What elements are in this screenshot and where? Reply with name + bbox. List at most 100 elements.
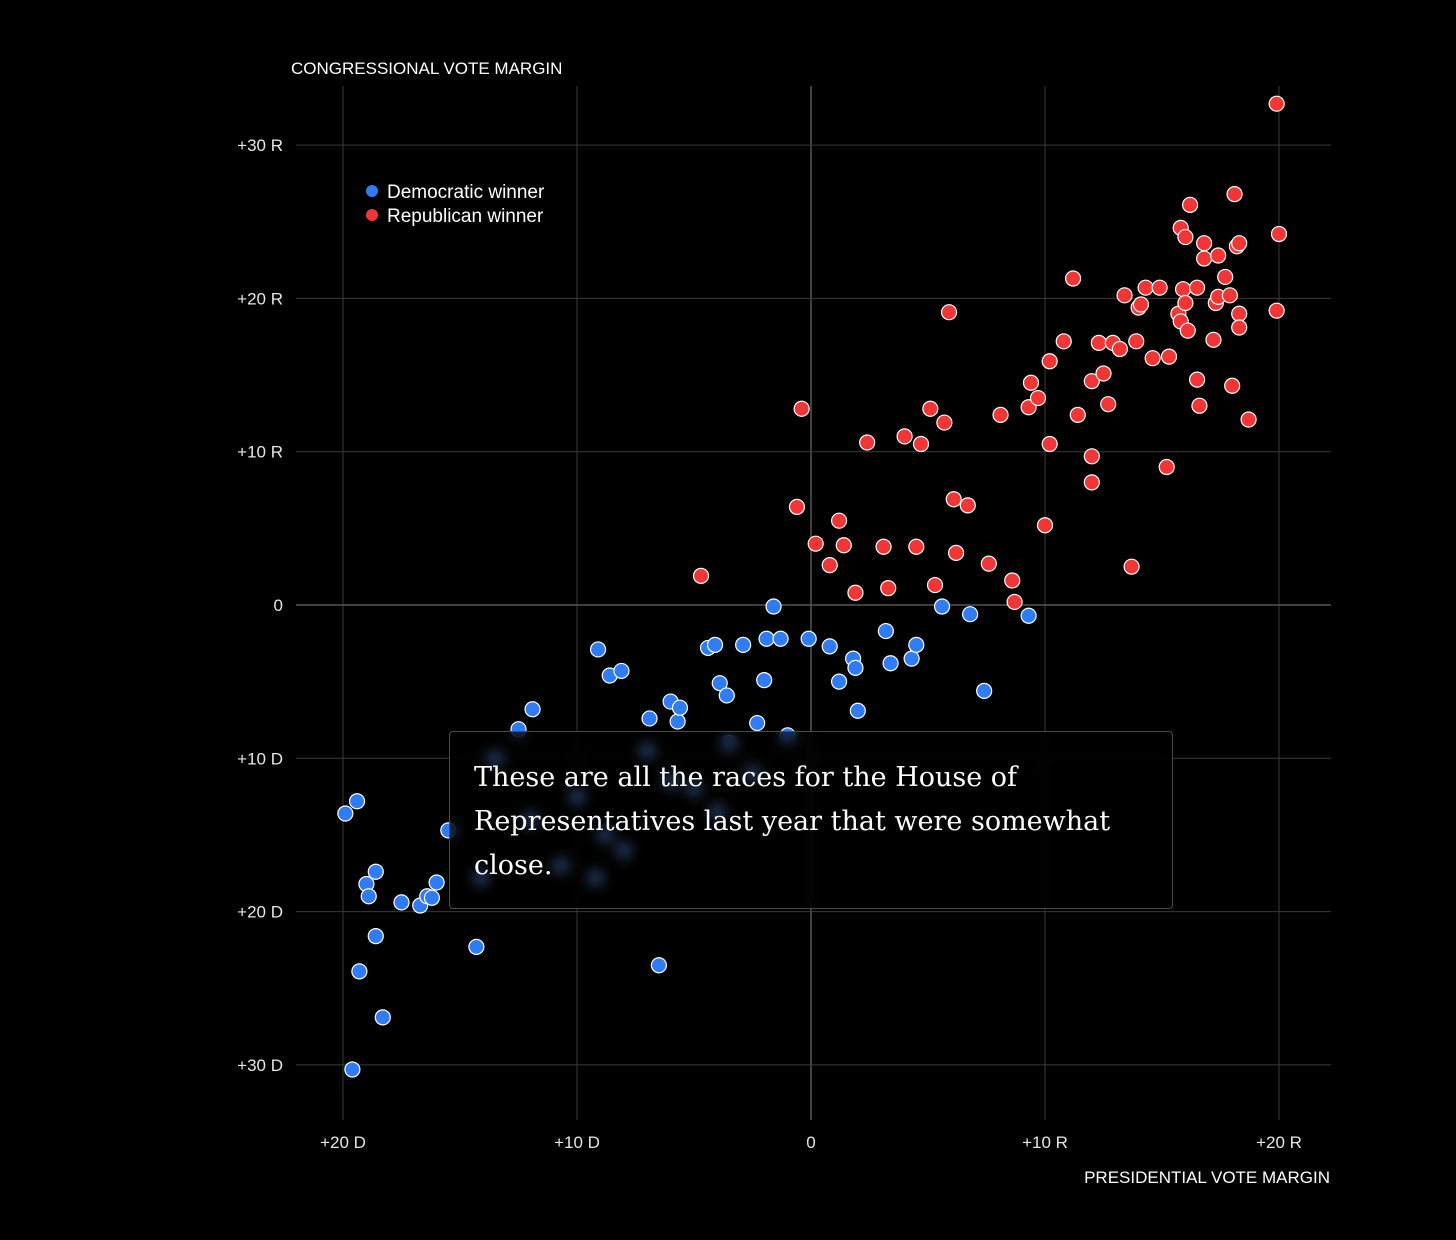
republican-point xyxy=(1188,279,1206,296)
democratic-point xyxy=(337,805,354,822)
republican-point xyxy=(1151,279,1168,296)
republican-point xyxy=(945,491,962,508)
republican-point xyxy=(896,428,913,445)
republican-point xyxy=(1231,305,1248,322)
republican-point xyxy=(908,538,925,555)
x-axis-ticks: +20 D +10 D 0 +10 R +20 R xyxy=(320,1133,1302,1152)
republican-point xyxy=(1083,474,1100,491)
republican-point xyxy=(1069,406,1086,424)
republican-point xyxy=(1226,186,1243,203)
republican-point xyxy=(1268,302,1285,319)
democratic-point xyxy=(908,636,925,653)
republican-point xyxy=(1179,322,1196,339)
democratic-point xyxy=(962,606,979,623)
y-axis-title: CONGRESSIONAL VOTE MARGIN xyxy=(291,59,562,78)
democratic-point xyxy=(360,888,377,905)
data-points xyxy=(337,95,1288,1078)
x-tick-label: +20 R xyxy=(1256,1133,1302,1152)
republican-point xyxy=(1111,340,1128,358)
y-tick-label: 0 xyxy=(274,596,283,615)
republican-point xyxy=(1188,371,1206,388)
republican-point xyxy=(947,544,965,561)
democratic-point xyxy=(882,655,899,672)
republican-point xyxy=(1217,268,1234,286)
legend: Democratic winner Republican winner xyxy=(366,182,545,227)
democratic-point xyxy=(393,894,410,911)
republican-point xyxy=(1177,228,1194,246)
republican-point xyxy=(1205,331,1222,348)
democratic-point xyxy=(671,699,689,716)
democratic-point xyxy=(772,630,789,647)
republican-point xyxy=(1128,333,1145,350)
republican-point xyxy=(788,498,806,515)
republican-point xyxy=(1221,287,1238,304)
republican-point xyxy=(1083,373,1100,390)
legend-label-democratic: Democratic winner xyxy=(387,182,545,203)
republican-point xyxy=(959,497,976,514)
democratic-point xyxy=(765,598,782,615)
republican-point xyxy=(1160,348,1178,365)
legend-dot-republican xyxy=(366,209,378,221)
democratic-point xyxy=(344,1061,361,1078)
democratic-point xyxy=(374,1009,391,1026)
republican-point xyxy=(1006,593,1023,611)
democratic-point xyxy=(800,630,817,647)
y-tick-label: +20 D xyxy=(237,903,283,922)
democratic-point xyxy=(669,713,686,730)
republican-point xyxy=(1158,458,1175,476)
republican-point xyxy=(1268,95,1285,112)
democratic-point xyxy=(650,957,668,974)
republican-point xyxy=(1100,396,1117,413)
democratic-point xyxy=(735,636,752,653)
democratic-point xyxy=(524,701,541,718)
y-tick-label: +20 R xyxy=(237,289,283,308)
x-tick-label: +10 D xyxy=(554,1133,600,1152)
republican-point xyxy=(807,535,824,552)
republican-point xyxy=(922,400,939,417)
democratic-point xyxy=(589,641,607,658)
democratic-point xyxy=(718,687,735,704)
republican-point xyxy=(1029,389,1047,407)
democratic-point xyxy=(351,963,368,980)
republican-point xyxy=(1231,319,1248,336)
republican-point xyxy=(1123,558,1140,575)
republican-point xyxy=(1174,281,1192,298)
republican-point xyxy=(1270,225,1288,243)
republican-point xyxy=(1041,435,1058,453)
democratic-point xyxy=(348,793,366,810)
democratic-point xyxy=(903,650,920,667)
democratic-point xyxy=(756,672,773,689)
x-tick-label: +20 D xyxy=(320,1133,366,1152)
republican-point xyxy=(1177,294,1194,312)
republican-point xyxy=(1191,397,1208,414)
republican-point xyxy=(980,555,997,572)
republican-point xyxy=(1144,350,1161,367)
republican-point xyxy=(992,406,1009,424)
republican-point xyxy=(1137,279,1154,296)
x-tick-label: 0 xyxy=(806,1133,815,1152)
republican-point xyxy=(1041,353,1058,370)
democratic-point xyxy=(830,673,848,690)
grid xyxy=(296,86,1331,1120)
republican-point xyxy=(830,512,848,529)
republican-point xyxy=(847,584,864,601)
democratic-point xyxy=(428,874,445,891)
democratic-point xyxy=(821,638,838,655)
republican-point xyxy=(912,435,930,453)
republican-point xyxy=(1022,374,1040,391)
republican-point xyxy=(1231,235,1248,252)
democratic-point xyxy=(423,889,441,906)
legend-dot-democratic xyxy=(366,185,378,197)
republican-point xyxy=(1181,196,1199,213)
republican-point xyxy=(1090,334,1107,351)
x-axis-title: PRESIDENTIAL VOTE MARGIN xyxy=(1084,1168,1330,1187)
republican-point xyxy=(1036,517,1054,534)
democratic-point xyxy=(976,682,993,699)
democratic-point xyxy=(877,622,894,640)
y-tick-label: +10 R xyxy=(237,443,283,462)
democratic-point xyxy=(613,662,630,680)
y-tick-label: +30 D xyxy=(237,1056,283,1075)
democratic-point xyxy=(641,710,658,727)
republican-point xyxy=(1064,270,1082,287)
